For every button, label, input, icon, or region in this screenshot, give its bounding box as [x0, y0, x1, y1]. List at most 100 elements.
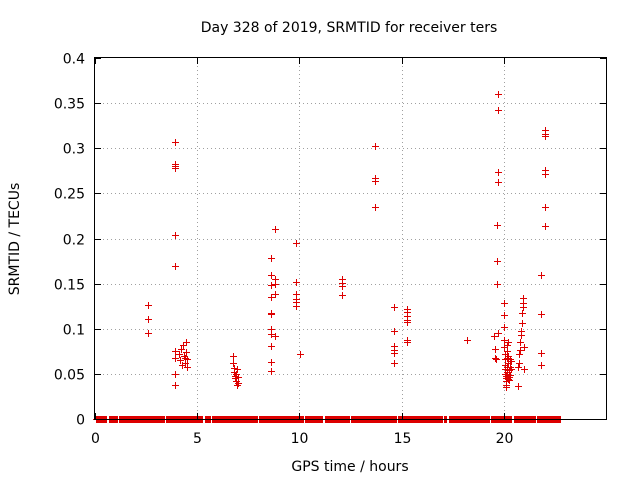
data-point — [268, 368, 275, 375]
data-point — [230, 360, 237, 367]
data-point — [372, 178, 379, 185]
data-point — [495, 169, 502, 176]
data-point — [521, 344, 528, 351]
data-point — [492, 346, 499, 353]
data-point — [172, 371, 179, 378]
data-point — [391, 304, 398, 311]
data-point — [391, 328, 398, 335]
data-point — [464, 337, 471, 344]
data-point — [508, 366, 515, 373]
data-point — [268, 331, 275, 338]
data-point — [234, 366, 241, 373]
y-tick-label: 0.15 — [54, 278, 85, 294]
x-tick-label: 5 — [193, 431, 202, 447]
data-point — [505, 339, 512, 346]
data-point — [172, 382, 179, 389]
data-point — [272, 333, 279, 340]
data-point — [235, 374, 242, 381]
data-point — [293, 279, 300, 286]
data-point — [516, 351, 523, 358]
data-point — [183, 339, 190, 346]
data-point — [268, 343, 275, 350]
data-point — [518, 328, 525, 335]
data-point — [501, 300, 508, 307]
data-point — [542, 171, 549, 178]
y-axis-label: SRMTID / TECUs — [7, 183, 23, 296]
data-point — [494, 222, 501, 229]
data-point — [494, 258, 501, 265]
data-point — [538, 362, 545, 369]
data-point — [272, 281, 279, 288]
data-point — [293, 303, 300, 310]
x-tick-label: 15 — [394, 431, 412, 447]
y-tick-label: 0.4 — [63, 52, 85, 68]
data-point — [172, 163, 179, 170]
chart-title: Day 328 of 2019, SRMTID for receiver ter… — [201, 20, 498, 36]
data-point — [517, 339, 524, 346]
data-point — [519, 310, 526, 317]
data-point — [520, 295, 527, 302]
data-point — [268, 359, 275, 366]
y-tick-label: 0.25 — [54, 187, 85, 203]
y-tick-label: 0.1 — [63, 323, 85, 339]
data-point — [495, 91, 502, 98]
data-point — [372, 143, 379, 150]
data-point — [404, 339, 411, 346]
data-point — [172, 139, 179, 146]
data-point — [176, 351, 183, 358]
data-point — [507, 372, 514, 379]
data-point — [293, 240, 300, 247]
data-point — [391, 350, 398, 357]
data-point — [521, 366, 528, 373]
data-point — [494, 281, 501, 288]
data-point — [180, 342, 187, 349]
data-point — [339, 292, 346, 299]
data-point — [182, 360, 189, 367]
data-point — [372, 204, 379, 211]
data-point — [538, 350, 545, 357]
data-point — [297, 351, 304, 358]
data-point — [519, 320, 526, 327]
data-point — [268, 294, 275, 301]
data-point — [145, 330, 152, 337]
data-point — [177, 357, 184, 364]
data-point — [495, 107, 502, 114]
data-point — [542, 133, 549, 140]
data-point — [517, 347, 524, 354]
y-tick-label: 0.2 — [63, 233, 85, 249]
data-point — [178, 346, 185, 353]
data-point — [493, 356, 500, 363]
data-point — [235, 380, 242, 387]
y-tick-label: 0.35 — [54, 97, 85, 113]
data-point — [538, 311, 545, 318]
data-point — [542, 204, 549, 211]
data-point — [515, 364, 522, 371]
data-point — [184, 356, 191, 363]
data-point — [504, 342, 511, 349]
x-tick-label: 0 — [91, 431, 100, 447]
data-point — [268, 255, 275, 262]
data-point — [268, 282, 275, 289]
data-point — [145, 302, 152, 309]
data-point — [172, 263, 179, 270]
data-point — [538, 272, 545, 279]
y-tick-label: 0 — [76, 413, 85, 429]
y-tick-label: 0.05 — [54, 368, 85, 384]
data-point — [272, 291, 279, 298]
data-point — [172, 232, 179, 239]
data-point — [268, 272, 275, 279]
data-point — [501, 324, 508, 331]
y-tick-label: 0.3 — [63, 142, 85, 158]
data-point — [339, 283, 346, 290]
grid-lines — [95, 58, 606, 419]
plot-frame — [94, 57, 607, 420]
data-points — [93, 91, 564, 423]
data-point — [145, 316, 152, 323]
data-point — [501, 312, 508, 319]
axes: 0 0.05 0.1 0.15 0.2 0.25 0.3 0.35 0.4 0 5 10 15 20 — [54, 52, 606, 447]
data-point — [495, 179, 502, 186]
x-tick-label: 10 — [291, 431, 309, 447]
data-point — [184, 364, 191, 371]
data-point — [232, 375, 239, 382]
